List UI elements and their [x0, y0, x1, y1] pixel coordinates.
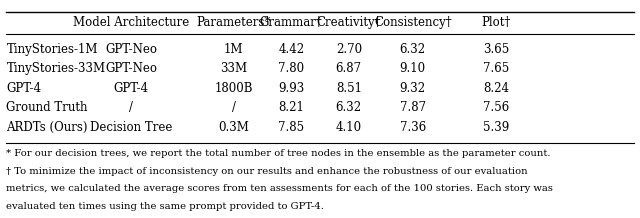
Text: 3.65: 3.65 — [483, 43, 509, 56]
Text: evaluated ten times using the same prompt provided to GPT-4.: evaluated ten times using the same promp… — [6, 201, 324, 211]
Text: Consistency†: Consistency† — [374, 16, 452, 29]
Text: 6.32: 6.32 — [400, 43, 426, 56]
Text: Decision Tree: Decision Tree — [90, 121, 172, 134]
Text: metrics, we calculated the average scores from ten assessments for each of the 1: metrics, we calculated the average score… — [6, 184, 553, 193]
Text: Creativity†: Creativity† — [317, 16, 381, 29]
Text: 6.32: 6.32 — [336, 101, 362, 114]
Text: 5.39: 5.39 — [483, 121, 509, 134]
Text: TinyStories-1M: TinyStories-1M — [6, 43, 98, 56]
Text: 7.56: 7.56 — [483, 101, 509, 114]
Text: GPT-4: GPT-4 — [6, 82, 42, 95]
Text: 7.80: 7.80 — [278, 62, 304, 75]
Text: 8.21: 8.21 — [278, 101, 304, 114]
Text: 33M: 33M — [220, 62, 247, 75]
Text: Model Architecture: Model Architecture — [73, 16, 189, 29]
Text: 6.87: 6.87 — [336, 62, 362, 75]
Text: /: / — [129, 101, 133, 114]
Text: 4.10: 4.10 — [336, 121, 362, 134]
Text: 8.24: 8.24 — [483, 82, 509, 95]
Text: 2.70: 2.70 — [336, 43, 362, 56]
Text: ARDTs (Ours): ARDTs (Ours) — [6, 121, 88, 134]
Text: 9.10: 9.10 — [400, 62, 426, 75]
Text: 7.65: 7.65 — [483, 62, 509, 75]
Text: 7.85: 7.85 — [278, 121, 304, 134]
Text: 9.32: 9.32 — [400, 82, 426, 95]
Text: Plot†: Plot† — [481, 16, 511, 29]
Text: 7.87: 7.87 — [400, 101, 426, 114]
Text: 0.3M: 0.3M — [218, 121, 249, 134]
Text: /: / — [232, 101, 236, 114]
Text: † To minimize the impact of inconsistency on our results and enhance the robustn: † To minimize the impact of inconsistenc… — [6, 167, 528, 176]
Text: Parameters*: Parameters* — [196, 16, 271, 29]
Text: Ground Truth: Ground Truth — [6, 101, 88, 114]
Text: Grammar†: Grammar† — [260, 16, 323, 29]
Text: GPT-Neo: GPT-Neo — [105, 62, 157, 75]
Text: 1M: 1M — [224, 43, 243, 56]
Text: 7.36: 7.36 — [399, 121, 426, 134]
Text: 4.42: 4.42 — [278, 43, 304, 56]
Text: 8.51: 8.51 — [336, 82, 362, 95]
Text: * For our decision trees, we report the total number of tree nodes in the ensemb: * For our decision trees, we report the … — [6, 149, 551, 158]
Text: TinyStories-33M: TinyStories-33M — [6, 62, 106, 75]
Text: 9.93: 9.93 — [278, 82, 305, 95]
Text: GPT-4: GPT-4 — [114, 82, 148, 95]
Text: 1800B: 1800B — [214, 82, 253, 95]
Text: GPT-Neo: GPT-Neo — [105, 43, 157, 56]
